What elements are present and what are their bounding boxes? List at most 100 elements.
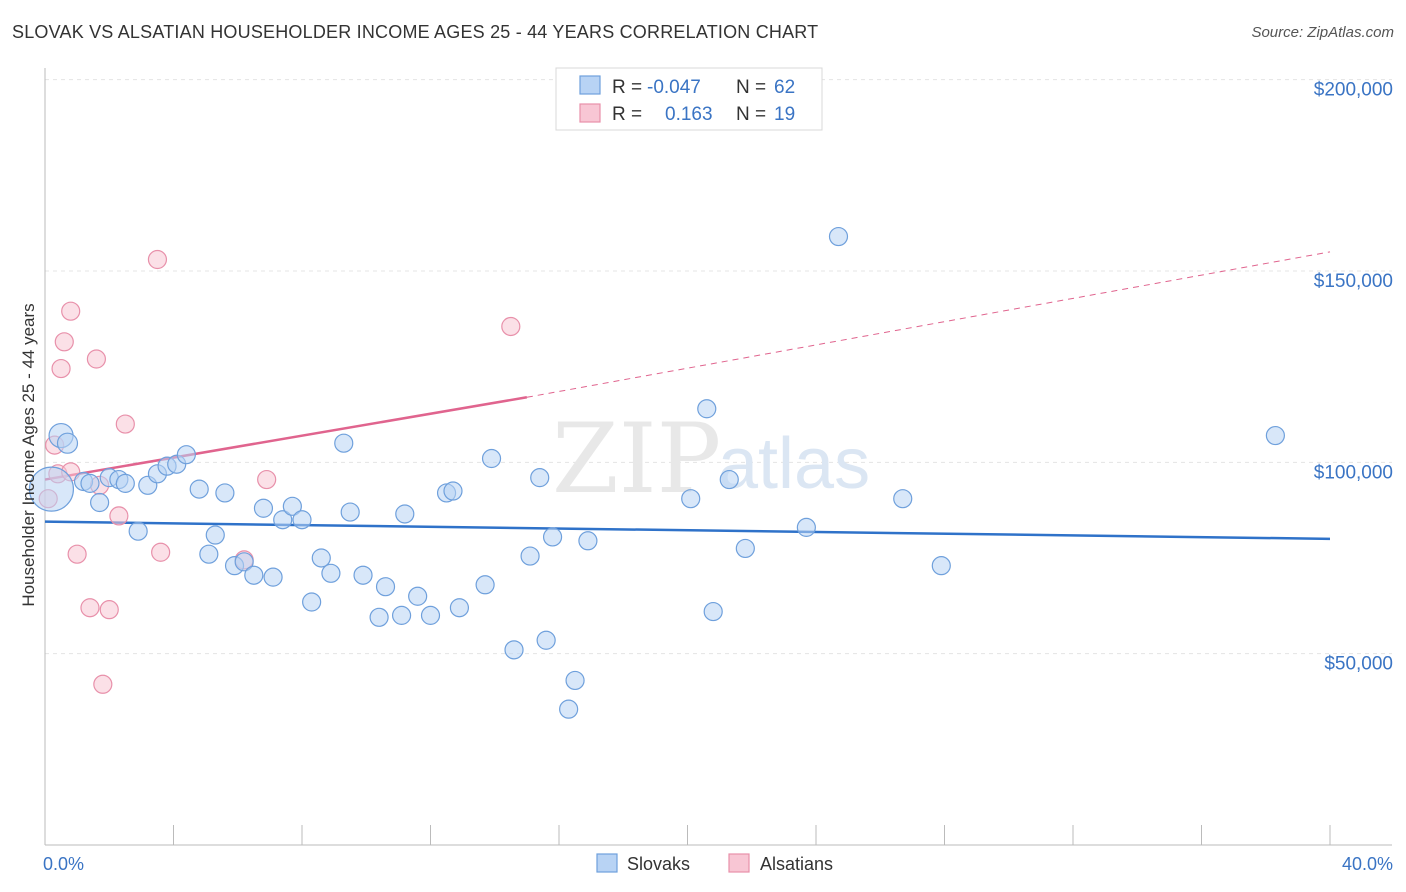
alsatian-point-15 bbox=[147, 249, 168, 270]
slovak-point-21 bbox=[244, 565, 264, 585]
slovak-point-41 bbox=[449, 598, 470, 618]
correlation-legend: R = -0.047 N = 62 R = 0.163 N = 19 bbox=[555, 67, 823, 131]
legend-swatch-alsatians bbox=[579, 103, 601, 123]
axes bbox=[44, 68, 1392, 846]
slovak-point-30 bbox=[334, 433, 354, 453]
legend-r-label-2: R = bbox=[612, 104, 642, 125]
slovak-point-58 bbox=[828, 226, 849, 247]
slovak-point-25 bbox=[282, 496, 302, 516]
slovak-point-50 bbox=[565, 670, 585, 691]
slovak-point-15 bbox=[189, 479, 209, 499]
y-axis-label: Householder Income Ages 25 - 44 years bbox=[19, 303, 38, 606]
slovak-point-53 bbox=[697, 399, 717, 419]
grid-lines bbox=[45, 79, 1392, 655]
y-tick-label-2: $150,000 bbox=[1314, 271, 1393, 292]
slovak-point-5 bbox=[90, 492, 110, 513]
source-credit: Source: ZipAtlas.com bbox=[1251, 24, 1394, 41]
slovak-point-54 bbox=[703, 601, 723, 622]
slovak-point-23 bbox=[263, 567, 283, 587]
data-points bbox=[28, 226, 1285, 719]
slovak-point-29 bbox=[321, 563, 341, 583]
bottom-legend-slovaks: Slovaks bbox=[627, 854, 690, 874]
alsatian-point-5 bbox=[61, 301, 81, 321]
slovak-point-4 bbox=[80, 473, 100, 493]
alsatian-point-3 bbox=[51, 358, 71, 379]
slovak-point-60 bbox=[931, 556, 951, 576]
y-tick-label-0: $50,000 bbox=[1324, 654, 1393, 675]
slovak-point-33 bbox=[369, 607, 389, 627]
slovak-point-43 bbox=[481, 448, 502, 469]
legend-n-value-2: 19 bbox=[774, 104, 795, 125]
slovak-point-34 bbox=[375, 577, 396, 597]
slovak-point-49 bbox=[559, 699, 579, 719]
slovak-point-14 bbox=[176, 445, 196, 465]
alsatian-point-9 bbox=[86, 349, 107, 369]
slovak-point-16 bbox=[199, 544, 219, 564]
slovak-point-57 bbox=[796, 517, 816, 537]
x-tick-labels: 0.0% 40.0% bbox=[43, 854, 1393, 874]
slovak-point-51 bbox=[578, 531, 598, 551]
slovak-point-46 bbox=[530, 468, 550, 488]
slovak-point-55 bbox=[719, 469, 739, 490]
slovak-point-0 bbox=[28, 466, 75, 512]
slovak-point-52 bbox=[681, 489, 701, 509]
slovak-point-22 bbox=[253, 498, 274, 518]
alsatian-trend-extension bbox=[526, 251, 1331, 398]
slovak-point-27 bbox=[302, 592, 322, 612]
slovak-point-44 bbox=[504, 640, 524, 660]
alsatian-point-11 bbox=[93, 674, 113, 694]
legend-n-value-1: 62 bbox=[774, 77, 795, 98]
legend-r-value-2: 0.163 bbox=[665, 104, 713, 125]
slovak-point-24 bbox=[273, 510, 293, 530]
alsatian-point-16 bbox=[151, 542, 171, 562]
slovak-point-8 bbox=[115, 473, 135, 493]
chart-title: SLOVAK VS ALSATIAN HOUSEHOLDER INCOME AG… bbox=[12, 22, 819, 42]
bottom-swatch-slovaks bbox=[596, 853, 618, 873]
slovak-point-48 bbox=[542, 527, 563, 547]
slovak-point-59 bbox=[893, 489, 913, 509]
slovak-point-47 bbox=[536, 630, 556, 650]
legend-swatch-slovaks bbox=[579, 75, 601, 95]
slovak-point-37 bbox=[408, 586, 428, 606]
alsatian-point-14 bbox=[115, 414, 135, 434]
slovak-point-36 bbox=[391, 605, 412, 625]
bottom-legend-alsatians: Alsatians bbox=[760, 854, 833, 874]
slovak-point-40 bbox=[443, 481, 463, 501]
alsatian-point-19 bbox=[501, 316, 521, 337]
slovak-point-17 bbox=[205, 525, 225, 545]
slovak-point-42 bbox=[475, 575, 495, 595]
legend-n-label-1: N = bbox=[736, 77, 766, 98]
trend-lines bbox=[44, 251, 1331, 541]
watermark-atlas: atlas bbox=[718, 424, 870, 504]
slovak-point-9 bbox=[128, 521, 148, 541]
legend-n-label-2: N = bbox=[736, 104, 766, 125]
slovak-point-38 bbox=[420, 605, 441, 625]
y-tick-label-1: $100,000 bbox=[1314, 462, 1393, 483]
slovak-point-61 bbox=[1265, 425, 1285, 446]
alsatian-point-7 bbox=[67, 544, 87, 564]
slovak-point-31 bbox=[340, 502, 360, 522]
slovak-point-28 bbox=[311, 548, 331, 568]
alsatian-trend-line bbox=[44, 396, 528, 481]
y-tick-label-3: $200,000 bbox=[1314, 80, 1393, 101]
slovak-point-35 bbox=[395, 504, 415, 524]
x-tick-label-0: 0.0% bbox=[43, 854, 84, 874]
slovak-trend-line bbox=[44, 520, 1331, 541]
series-legend: Slovaks Alsatians bbox=[596, 853, 833, 874]
alsatian-point-4 bbox=[54, 332, 74, 352]
slovak-point-18 bbox=[215, 483, 235, 503]
slovak-point-2 bbox=[56, 432, 79, 454]
slovak-point-45 bbox=[520, 546, 540, 566]
y-tick-labels: $50,000 $100,000 $150,000 $200,000 bbox=[1314, 80, 1393, 675]
legend-r-label-1: R = bbox=[612, 77, 642, 98]
alsatian-point-12 bbox=[99, 600, 119, 620]
legend-r-value-1: -0.047 bbox=[647, 77, 701, 98]
slovak-point-20 bbox=[234, 552, 254, 572]
x-tick-label-1: 40.0% bbox=[1342, 854, 1393, 874]
alsatian-point-13 bbox=[109, 506, 129, 526]
slovak-point-32 bbox=[353, 565, 373, 585]
bottom-swatch-alsatians bbox=[728, 853, 750, 873]
slovak-point-56 bbox=[735, 538, 755, 559]
alsatian-point-18 bbox=[257, 469, 277, 490]
